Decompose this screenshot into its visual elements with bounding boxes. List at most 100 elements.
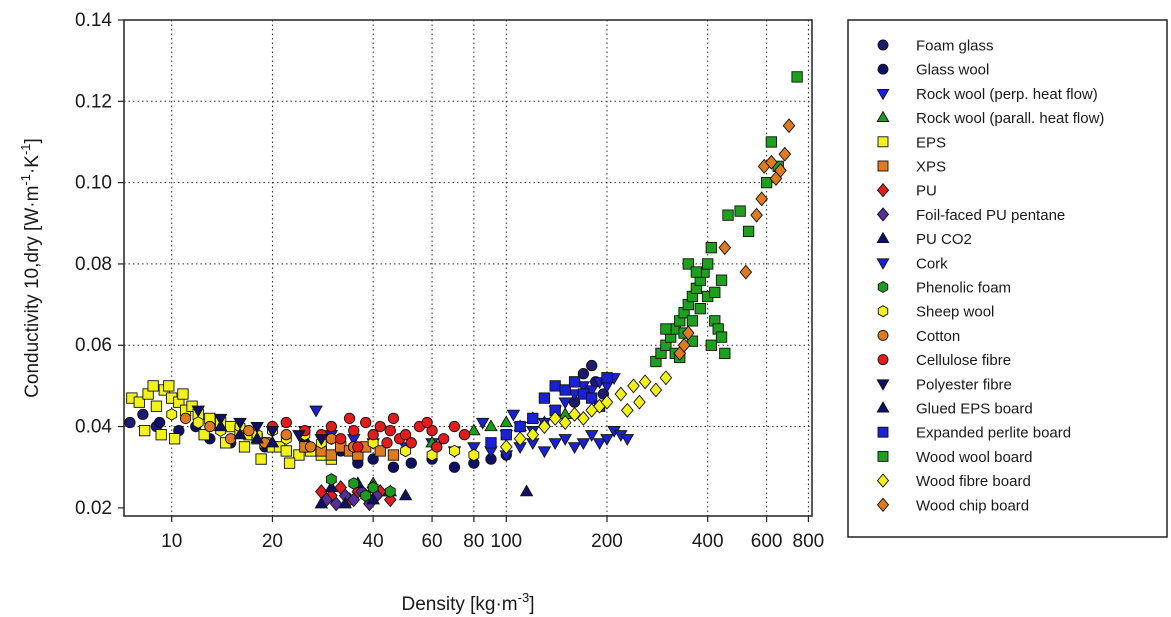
data-point <box>155 429 167 441</box>
data-point <box>367 436 379 450</box>
data-point <box>335 433 347 445</box>
legend-marker <box>876 379 890 391</box>
data-point <box>387 449 400 461</box>
data-point <box>514 420 526 433</box>
legend-item: Glass wool <box>877 62 989 79</box>
data-point <box>467 423 481 436</box>
plot-frame <box>123 19 813 517</box>
legend-label: Foil-faced PU pentane <box>916 207 1065 224</box>
data-point <box>760 176 773 189</box>
data-point <box>537 446 552 459</box>
legend-item: Sheep wool <box>877 304 994 321</box>
data-point <box>426 424 438 437</box>
data-point <box>137 408 149 421</box>
data-point <box>660 323 672 335</box>
data-point <box>600 434 614 446</box>
legend-label: Wood chip board <box>916 497 1029 514</box>
legend-label: Cork <box>916 255 948 272</box>
data-point <box>500 429 512 441</box>
data-point <box>233 417 247 430</box>
legend-marker <box>877 280 889 294</box>
data-point <box>600 394 614 410</box>
data-point <box>734 205 746 217</box>
legend-item: Cotton <box>877 328 960 345</box>
x-tick-label: 100 <box>490 531 522 552</box>
legend-item: Wood fibre board <box>876 473 1031 490</box>
data-point <box>485 437 497 449</box>
data-point <box>213 419 228 432</box>
data-point <box>739 264 753 280</box>
data-point <box>265 426 280 438</box>
data-point <box>325 449 338 461</box>
data-point <box>348 477 360 490</box>
data-point <box>765 136 778 148</box>
x-tick-label: 800 <box>793 531 825 552</box>
legend-label: PU CO2 <box>916 231 972 248</box>
legend-marker <box>876 473 890 488</box>
data-point <box>238 441 251 453</box>
x-tick-label: 40 <box>363 531 384 552</box>
data-point <box>558 415 572 430</box>
y-tick-label: 0.04 <box>75 417 112 438</box>
data-point <box>458 429 471 441</box>
data-point <box>538 419 551 435</box>
data-point <box>343 412 356 425</box>
data-point <box>314 496 329 509</box>
data-point <box>538 392 551 404</box>
y-tick-label: 0.12 <box>75 91 112 112</box>
series-cellulose-fibre <box>266 412 471 453</box>
legend-marker <box>876 183 890 198</box>
data-point <box>448 461 461 473</box>
data-point <box>191 405 205 418</box>
data-point <box>718 240 732 256</box>
x-tick-label: 60 <box>421 531 442 552</box>
data-point <box>584 430 599 442</box>
y-tick-label: 0.06 <box>75 335 112 356</box>
data-point <box>204 420 216 433</box>
x-tick-label: 200 <box>591 531 623 552</box>
data-point <box>467 442 481 455</box>
data-point <box>293 449 305 461</box>
data-point <box>719 347 731 360</box>
data-point <box>649 382 663 398</box>
legend-item: Wood wool board <box>877 449 1032 466</box>
legend-marker <box>877 354 889 366</box>
series-wood-wool-board <box>650 71 803 368</box>
data-point <box>576 438 591 450</box>
data-point <box>548 438 562 450</box>
data-point <box>468 448 480 462</box>
data-point <box>163 380 175 392</box>
legend: Foam glass Glass wool Rock wool (perp. hea… <box>847 19 1168 538</box>
legend-marker <box>877 426 889 438</box>
data-point <box>548 410 562 426</box>
data-point <box>558 397 572 410</box>
series-phenolic-foam <box>325 473 396 502</box>
legend-marker <box>876 207 890 222</box>
data-point <box>177 388 189 400</box>
data-point <box>475 417 490 430</box>
legend-marker <box>876 88 890 101</box>
legend-marker <box>876 497 890 512</box>
data-point <box>367 481 379 494</box>
data-point <box>179 412 192 425</box>
data-point <box>722 209 734 221</box>
data-point <box>387 412 400 425</box>
data-point <box>620 402 634 418</box>
data-point <box>614 386 628 402</box>
y-axis-title: Conductivity 10,dry [W·m-1·K-1] <box>18 138 43 398</box>
data-point <box>750 207 763 223</box>
legend-marker <box>877 160 889 172</box>
data-point <box>147 380 159 392</box>
data-point <box>198 429 210 441</box>
data-point <box>559 384 571 396</box>
legend-marker <box>876 110 890 123</box>
data-point <box>558 434 572 446</box>
x-tick-label: 20 <box>262 531 283 552</box>
data-point <box>682 258 694 270</box>
data-point <box>280 429 292 441</box>
data-point <box>527 412 539 425</box>
series-glued-eps-board <box>213 419 280 448</box>
legend-item: XPS <box>877 159 946 176</box>
data-point <box>360 489 372 502</box>
legend-item: Foil-faced PU pentane <box>876 207 1065 224</box>
